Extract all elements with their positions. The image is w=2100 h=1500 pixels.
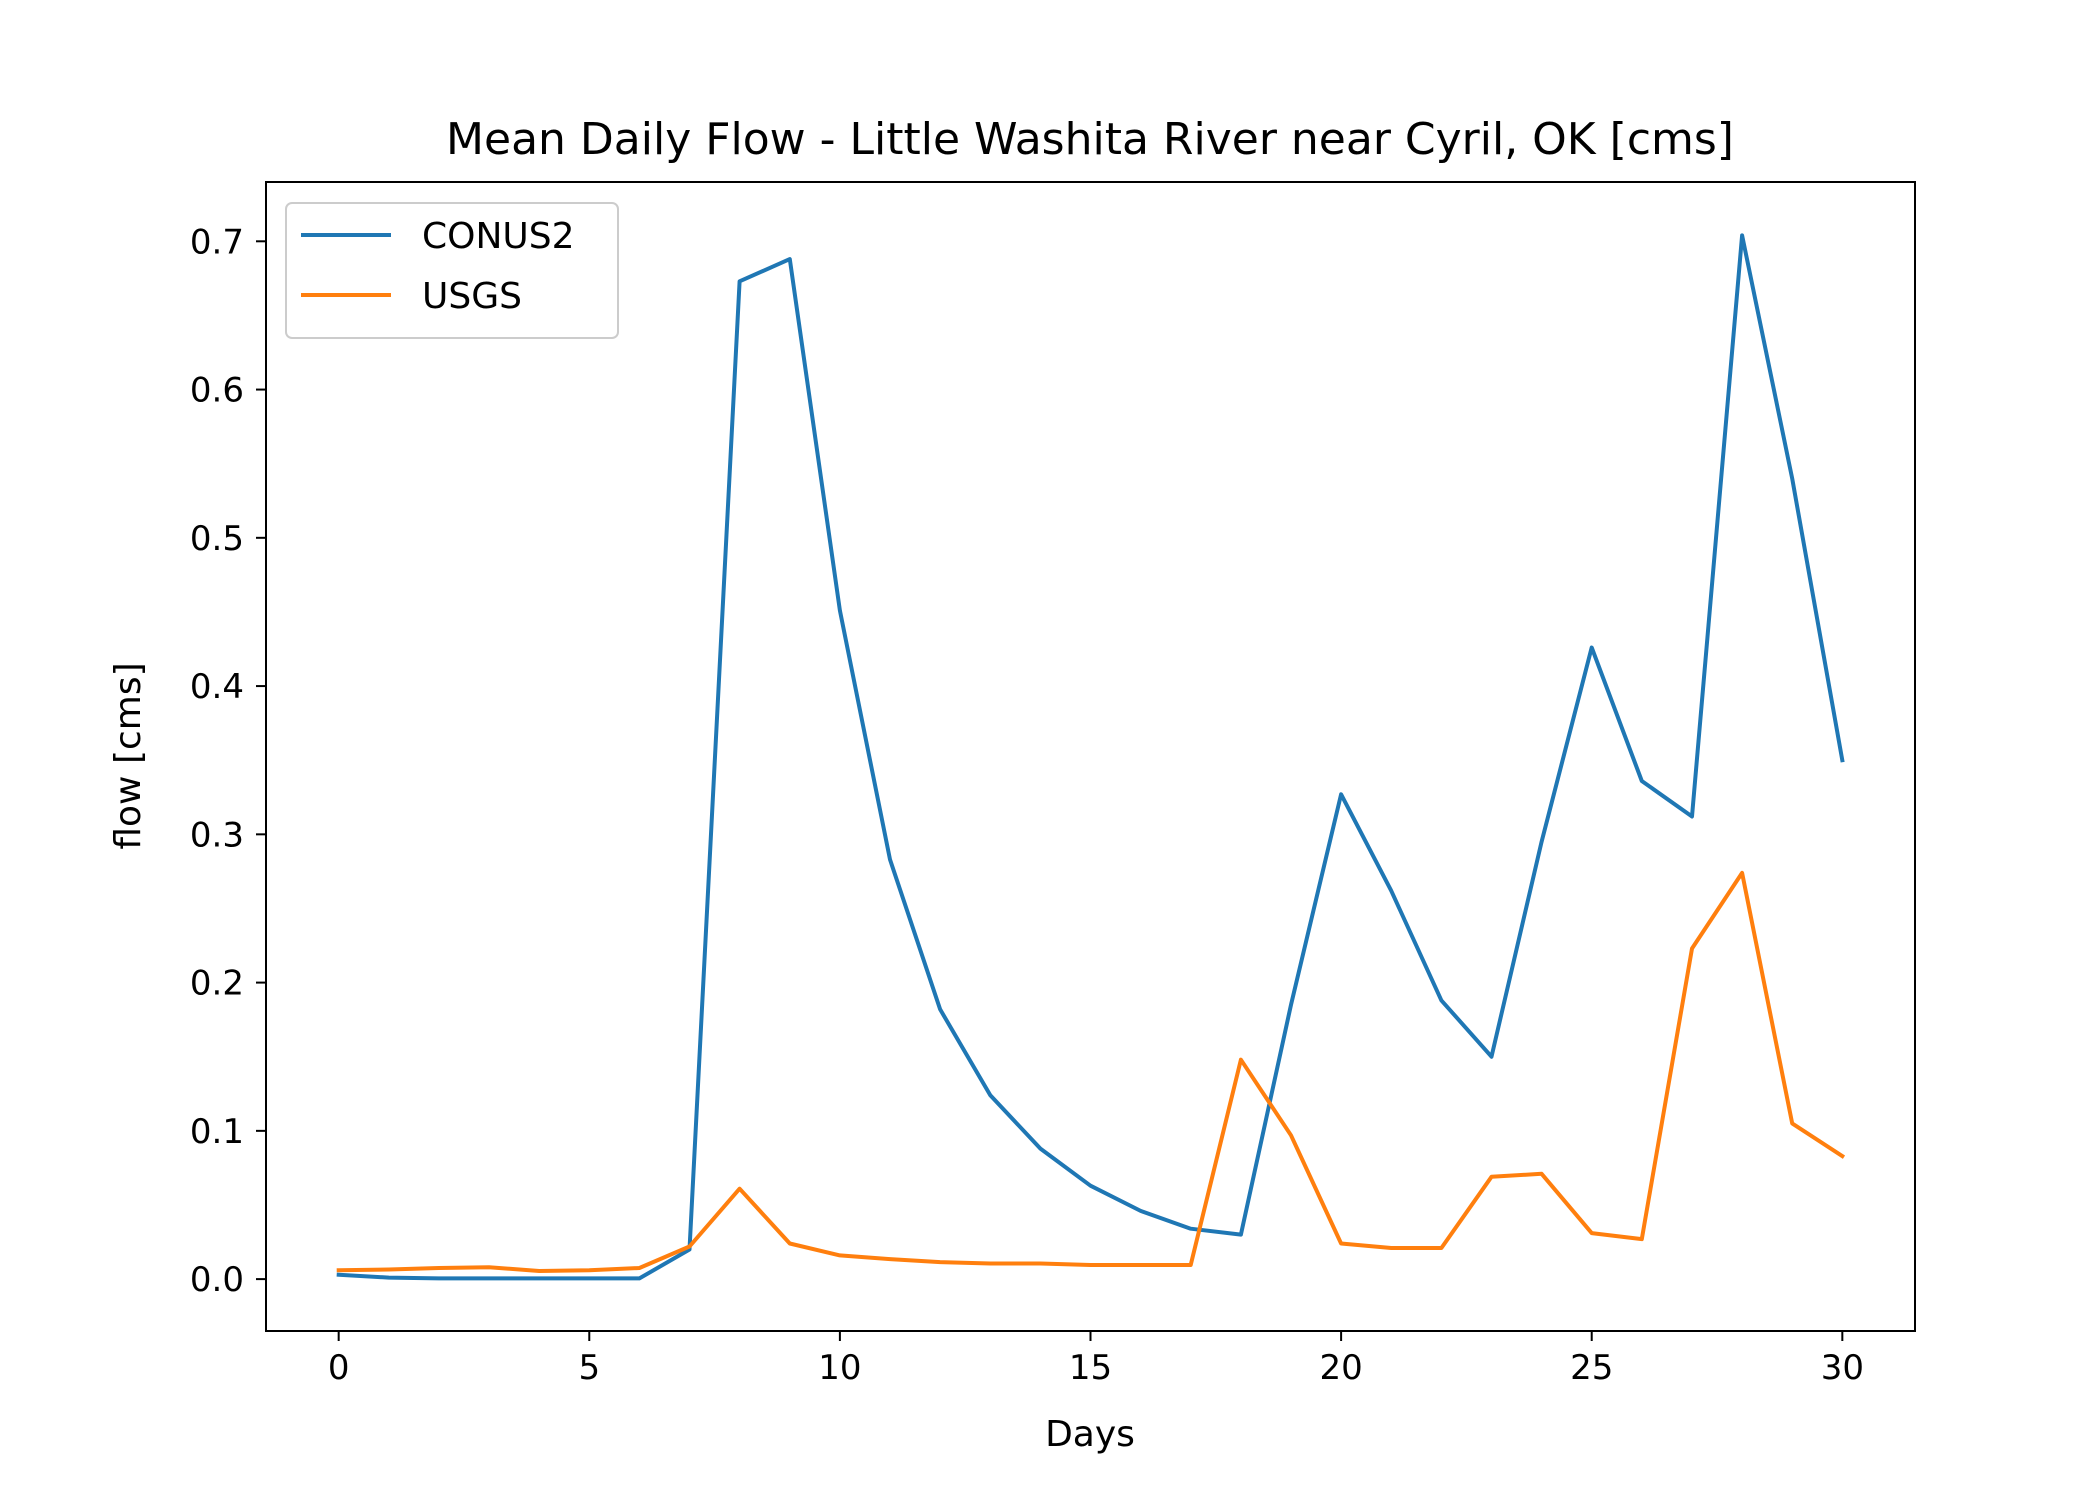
x-tick-label: 15: [1069, 1348, 1112, 1388]
series-line-conus2: [336, 233, 1845, 1281]
x-tick-label: 0: [328, 1348, 350, 1388]
y-tick-label: 0.7: [190, 222, 244, 262]
x-tick-label: 5: [578, 1348, 600, 1388]
series-layer: [336, 233, 1846, 1281]
y-axis-label: flow [cms]: [108, 662, 149, 849]
series-line-usgs: [336, 870, 1846, 1273]
y-tick-label: 0.3: [190, 815, 244, 855]
y-axis-ticks: 0.0 0.1 0.2 0.3 0.4 0.5 0.6 0.7: [190, 222, 266, 1300]
x-tick-label: 25: [1570, 1348, 1613, 1388]
y-tick-label: 0.2: [190, 964, 244, 1004]
x-tick-label: 10: [818, 1348, 861, 1388]
legend: CONUS2 USGS: [285, 202, 619, 339]
x-axis-label: Days: [1045, 1414, 1135, 1455]
y-tick-label: 0.1: [190, 1112, 244, 1152]
y-tick-label: 0.6: [190, 371, 244, 411]
x-axis-ticks: 0 5 10 15 20 25 30: [328, 1331, 1864, 1388]
y-tick-label: 0.0: [190, 1260, 244, 1300]
y-tick-label: 0.4: [190, 667, 244, 707]
legend-label-conus2: CONUS2: [422, 216, 575, 257]
legend-label-usgs: USGS: [422, 276, 522, 317]
plot-area: [266, 182, 1915, 1331]
chart-title: Mean Daily Flow - Little Washita River n…: [446, 114, 1734, 165]
x-tick-label: 20: [1319, 1348, 1362, 1388]
y-tick-label: 0.5: [190, 519, 244, 559]
x-tick-label: 30: [1821, 1348, 1864, 1388]
